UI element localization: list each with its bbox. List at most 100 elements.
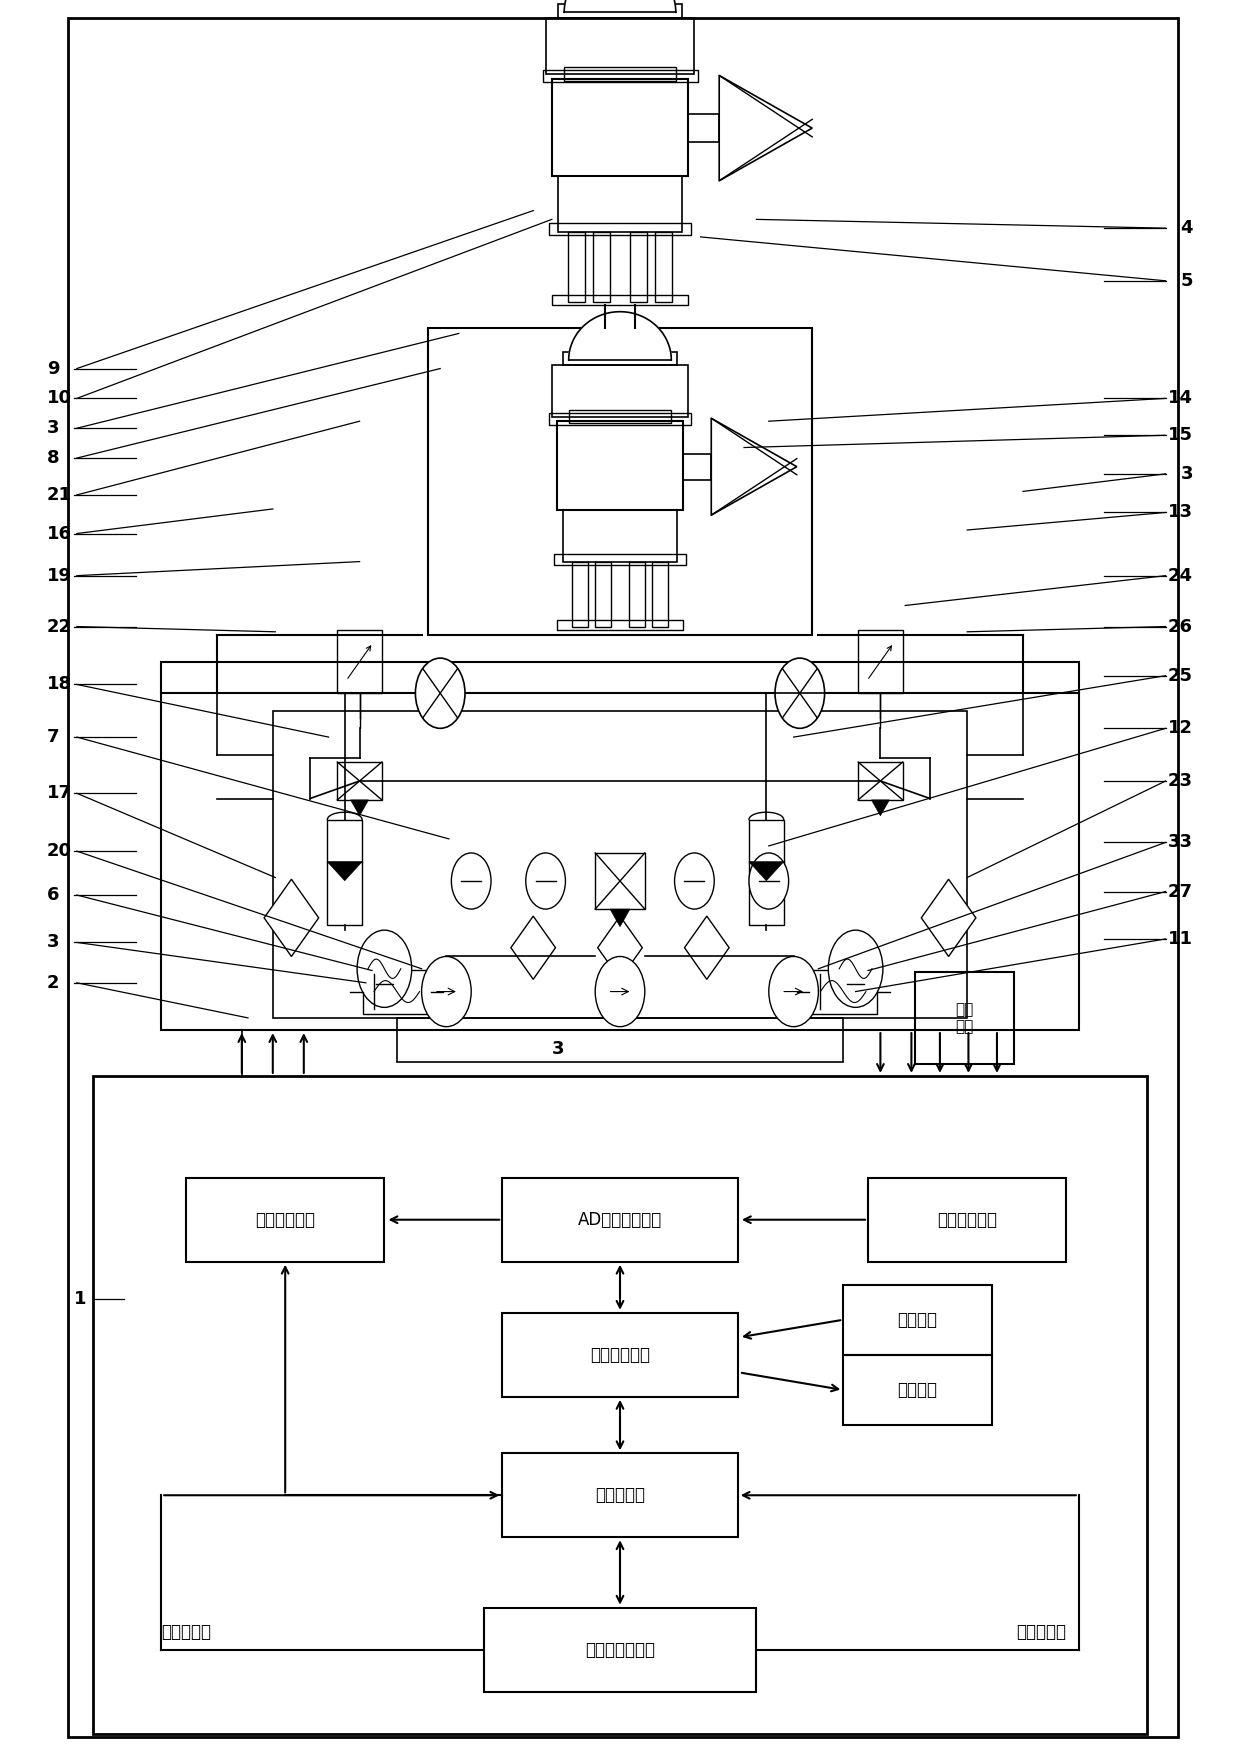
- Bar: [563, 511, 677, 562]
- Polygon shape: [564, 0, 676, 12]
- Text: 15: 15: [1168, 426, 1193, 444]
- Polygon shape: [598, 916, 642, 979]
- Text: 1: 1: [74, 1290, 87, 1307]
- Bar: [161, 662, 1079, 1030]
- Bar: [428, 328, 812, 635]
- Text: 14: 14: [1168, 390, 1193, 407]
- Bar: [93, 1076, 1147, 1734]
- Bar: [858, 630, 903, 693]
- Bar: [630, 232, 647, 302]
- Polygon shape: [712, 418, 797, 516]
- Circle shape: [675, 853, 714, 909]
- Text: 人机界面: 人机界面: [898, 1311, 937, 1329]
- Bar: [552, 79, 688, 176]
- Text: 3: 3: [552, 1041, 564, 1058]
- Bar: [858, 762, 903, 800]
- Text: AD数据处理模块: AD数据处理模块: [578, 1211, 662, 1228]
- Bar: [484, 1608, 756, 1692]
- Bar: [688, 114, 719, 142]
- Polygon shape: [921, 879, 976, 956]
- Bar: [868, 1178, 1066, 1262]
- Bar: [549, 223, 692, 235]
- Text: 2: 2: [47, 974, 60, 992]
- Bar: [629, 562, 645, 627]
- Bar: [810, 969, 878, 1014]
- Bar: [558, 176, 682, 232]
- Circle shape: [749, 853, 789, 909]
- Text: 26: 26: [1168, 618, 1193, 635]
- Text: 3: 3: [47, 419, 60, 437]
- Circle shape: [526, 853, 565, 909]
- Text: 左驱动电源: 左驱动电源: [161, 1623, 211, 1641]
- Bar: [68, 18, 1178, 1737]
- Bar: [564, 67, 676, 81]
- Bar: [397, 1018, 843, 1062]
- Bar: [568, 232, 585, 302]
- Bar: [557, 620, 683, 630]
- Text: 23: 23: [1168, 772, 1193, 790]
- Circle shape: [769, 956, 818, 1027]
- Bar: [554, 555, 686, 565]
- Bar: [337, 630, 382, 693]
- Text: 3: 3: [1180, 465, 1193, 483]
- Polygon shape: [719, 75, 812, 181]
- Text: 18: 18: [47, 676, 72, 693]
- Text: 3: 3: [47, 934, 60, 951]
- Circle shape: [422, 956, 471, 1027]
- Polygon shape: [351, 800, 368, 816]
- Text: 脉冲宽度调制器: 脉冲宽度调制器: [585, 1641, 655, 1658]
- Circle shape: [415, 658, 465, 728]
- Bar: [595, 853, 645, 909]
- Bar: [502, 1178, 738, 1262]
- Text: 控制输出模块: 控制输出模块: [255, 1211, 315, 1228]
- Text: 7: 7: [47, 728, 60, 746]
- Bar: [546, 18, 694, 74]
- Bar: [749, 820, 784, 925]
- Bar: [552, 365, 688, 416]
- Circle shape: [828, 930, 883, 1007]
- Bar: [552, 295, 688, 305]
- Bar: [273, 711, 967, 1018]
- Bar: [337, 762, 382, 800]
- Text: 9: 9: [47, 360, 60, 377]
- Polygon shape: [610, 909, 630, 927]
- Text: 16: 16: [47, 525, 72, 542]
- Bar: [557, 421, 683, 511]
- Bar: [843, 1355, 992, 1425]
- Text: 25: 25: [1168, 667, 1193, 684]
- Text: 监测输入模块: 监测输入模块: [937, 1211, 997, 1228]
- Polygon shape: [327, 862, 362, 881]
- Bar: [683, 455, 712, 479]
- Bar: [655, 232, 672, 302]
- Bar: [502, 1313, 738, 1397]
- Text: 10: 10: [47, 390, 72, 407]
- Text: 19: 19: [47, 567, 72, 584]
- Polygon shape: [684, 916, 729, 979]
- Bar: [569, 411, 671, 423]
- Bar: [843, 1285, 992, 1355]
- Bar: [549, 414, 692, 425]
- Polygon shape: [569, 312, 671, 360]
- Text: 控制键盘: 控制键盘: [898, 1381, 937, 1399]
- Polygon shape: [511, 916, 556, 979]
- Circle shape: [451, 853, 491, 909]
- Text: 21: 21: [47, 486, 72, 504]
- Text: 11: 11: [1168, 930, 1193, 948]
- Text: 模糊控制器: 模糊控制器: [595, 1486, 645, 1504]
- Text: 其他
信号: 其他 信号: [956, 1002, 973, 1034]
- Circle shape: [357, 930, 412, 1007]
- Polygon shape: [264, 879, 319, 956]
- Text: 13: 13: [1168, 504, 1193, 521]
- Polygon shape: [749, 862, 784, 881]
- Text: 嵌入式计算机: 嵌入式计算机: [590, 1346, 650, 1364]
- Bar: [543, 70, 697, 82]
- Bar: [572, 562, 588, 627]
- Bar: [593, 232, 610, 302]
- Polygon shape: [872, 800, 889, 816]
- Bar: [563, 353, 677, 365]
- Text: 20: 20: [47, 842, 72, 860]
- Text: 右驱动电源: 右驱动电源: [1017, 1623, 1066, 1641]
- Bar: [362, 969, 432, 1014]
- Circle shape: [775, 658, 825, 728]
- Circle shape: [595, 956, 645, 1027]
